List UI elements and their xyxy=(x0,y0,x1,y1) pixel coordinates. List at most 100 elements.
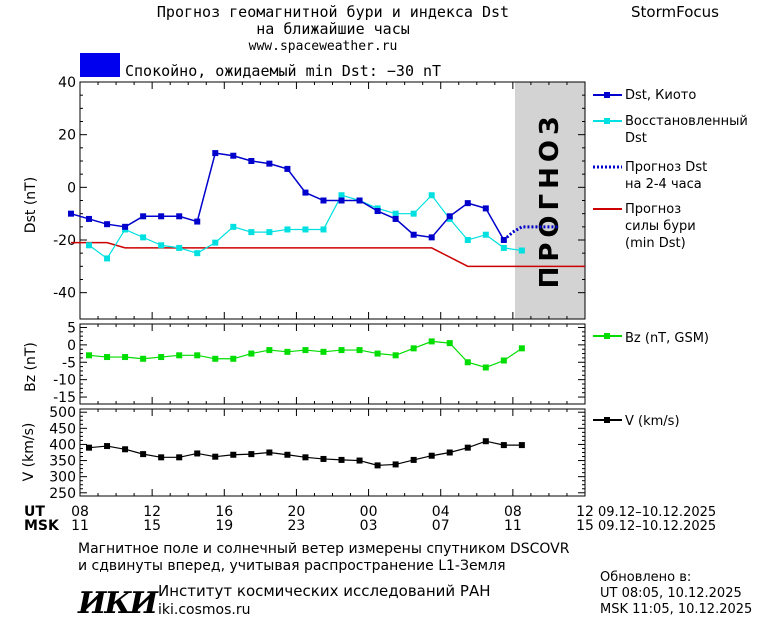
dst-restored-point xyxy=(284,226,291,233)
website-link[interactable]: www.spaceweather.ru xyxy=(249,39,398,54)
dst-kyoto-point xyxy=(302,189,309,196)
bz-point xyxy=(410,345,417,352)
dst-kyoto-point xyxy=(356,197,363,204)
bz-point xyxy=(482,364,489,371)
forecast-band xyxy=(515,82,585,319)
dst-restored-point xyxy=(266,229,273,236)
dst-kyoto-point xyxy=(212,150,219,157)
v-point xyxy=(194,450,201,457)
bz-point xyxy=(518,345,525,352)
bz-ytick-label: -5 xyxy=(62,355,76,371)
dst-restored-point xyxy=(140,234,147,241)
v-point xyxy=(464,444,471,451)
v-point xyxy=(518,442,525,449)
dst-kyoto-point xyxy=(266,160,273,167)
dst-restored-point xyxy=(410,210,417,217)
bz-point xyxy=(338,347,345,354)
v-point xyxy=(140,451,147,458)
bz-ytick-label: 5 xyxy=(67,320,76,336)
dst-kyoto-point xyxy=(86,215,93,222)
ut-tick-label: 12 xyxy=(576,504,594,520)
bz-point xyxy=(104,354,111,361)
v-point xyxy=(482,438,489,445)
bz-point xyxy=(392,352,399,359)
bz-axis-label: Bz (nT) xyxy=(23,342,39,392)
v-point xyxy=(320,455,327,462)
v-point xyxy=(86,444,93,451)
dst-restored-point xyxy=(464,237,471,243)
bz-point xyxy=(266,347,273,354)
dst-kyoto-point xyxy=(104,221,111,228)
msk-tick-label: 11 xyxy=(71,518,89,534)
v-point xyxy=(284,451,291,458)
legend-dst-kyoto: Dst, Киото xyxy=(625,88,696,103)
forecast-band-label: ПРОГНОЗ xyxy=(535,112,565,289)
dst-kyoto-point xyxy=(284,165,291,172)
dst-axis-label: Dst (nT) xyxy=(23,177,39,233)
dst-ytick-label: -40 xyxy=(53,286,76,302)
v-point xyxy=(374,462,381,469)
dst-kyoto-point xyxy=(194,218,201,225)
dst-restored-point xyxy=(158,242,165,249)
bz-point xyxy=(302,347,309,354)
bz-ytick-label: 0 xyxy=(67,338,76,354)
dst-restored-point xyxy=(482,231,489,238)
dst-forecast-line xyxy=(502,225,558,242)
v-ytick-label: 300 xyxy=(49,470,76,486)
ut-tick-label: 20 xyxy=(288,504,306,520)
legend-dst-forecast-2: на 2-4 часа xyxy=(625,177,702,192)
legend-bz: Bz (nT, GSM) xyxy=(625,331,709,346)
institute-site[interactable]: iki.cosmos.ru xyxy=(158,602,250,618)
dst-kyoto-point xyxy=(320,197,327,204)
dst-restored-point xyxy=(248,229,255,236)
dst-ytick-label: 0 xyxy=(67,180,76,196)
axis-ticks: 40200-20-4050-5-10-155004504003503002500… xyxy=(49,75,594,534)
v-ytick-label: 400 xyxy=(49,437,76,453)
title-line1: Прогноз геомагнитной бури и индекса Dst xyxy=(157,3,509,21)
brand-name: StormFocus xyxy=(631,3,719,21)
dst-kyoto-point xyxy=(410,231,417,238)
legend-storm: Прогноз xyxy=(625,202,681,217)
v-point xyxy=(212,453,219,460)
bz-line xyxy=(88,340,523,369)
v-point xyxy=(158,454,165,461)
legend-dst-restored: Восстановленный xyxy=(625,114,748,129)
dst-restored-point xyxy=(230,223,237,230)
legend-dst-restored-2: Dst xyxy=(625,131,647,146)
data-series xyxy=(67,150,585,469)
dst-restored-point xyxy=(500,244,507,251)
bz-point xyxy=(86,352,93,359)
dst-kyoto-point xyxy=(158,213,165,220)
bz-point xyxy=(248,350,255,357)
dst-restored-point xyxy=(518,247,525,254)
ut-tick-label: 16 xyxy=(215,504,233,520)
v-point xyxy=(338,456,345,463)
dst-kyoto-point xyxy=(428,234,435,241)
bz-point xyxy=(374,350,381,357)
status-indicator xyxy=(80,53,120,77)
v-point xyxy=(248,451,255,458)
bz-ytick-label: -10 xyxy=(53,373,76,389)
msk-tick-label: 03 xyxy=(360,518,378,534)
v-ytick-label: 250 xyxy=(49,486,76,502)
dst-restored-point xyxy=(392,210,399,217)
dst-kyoto-point xyxy=(464,200,471,207)
dst-kyoto-point xyxy=(122,223,129,230)
dst-restored-point xyxy=(176,244,183,251)
v-ytick-label: 350 xyxy=(49,454,76,470)
ut-date-range: 09.12–10.12.2025 xyxy=(598,505,716,520)
dst-restored-point xyxy=(86,242,93,249)
dst-restored-point xyxy=(320,226,327,233)
v-ytick-label: 500 xyxy=(49,405,76,421)
v-point xyxy=(446,449,453,456)
dst-kyoto-point xyxy=(338,197,345,204)
dst-kyoto-point xyxy=(230,152,237,159)
bz-point xyxy=(464,359,471,366)
updated-msk: MSK 11:05, 10.12.2025 xyxy=(600,602,752,617)
dst-restored-point xyxy=(338,192,345,199)
bz-point xyxy=(284,348,291,355)
msk-tick-label: 15 xyxy=(143,518,161,534)
bz-point xyxy=(158,354,165,361)
iki-logo: ИКИ xyxy=(77,586,160,620)
dst-restored-point xyxy=(194,250,201,257)
